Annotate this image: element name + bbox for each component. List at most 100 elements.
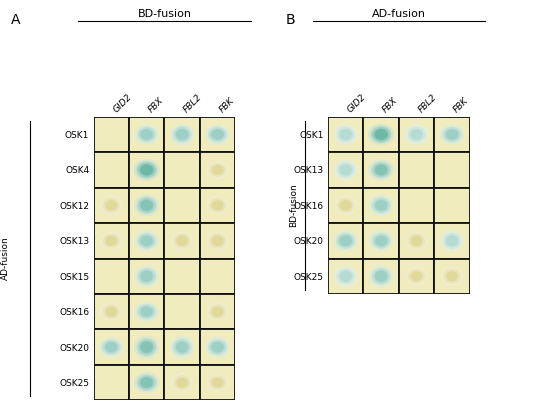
Ellipse shape xyxy=(173,375,191,390)
Ellipse shape xyxy=(215,309,220,314)
Ellipse shape xyxy=(379,133,383,136)
Ellipse shape xyxy=(136,266,158,286)
Bar xyxy=(200,152,236,188)
Ellipse shape xyxy=(144,133,149,136)
Ellipse shape xyxy=(379,239,383,243)
Ellipse shape xyxy=(136,267,157,285)
Ellipse shape xyxy=(216,310,219,313)
Ellipse shape xyxy=(178,379,186,386)
Ellipse shape xyxy=(337,269,355,284)
Ellipse shape xyxy=(376,272,386,281)
Ellipse shape xyxy=(211,130,224,139)
Ellipse shape xyxy=(176,235,189,246)
Ellipse shape xyxy=(377,202,385,209)
Ellipse shape xyxy=(410,271,423,281)
Ellipse shape xyxy=(138,163,155,177)
Bar xyxy=(328,259,363,294)
Ellipse shape xyxy=(340,200,352,211)
Ellipse shape xyxy=(217,134,219,135)
Ellipse shape xyxy=(134,160,160,180)
Ellipse shape xyxy=(139,269,155,284)
Ellipse shape xyxy=(210,234,226,248)
Ellipse shape xyxy=(342,202,349,208)
Ellipse shape xyxy=(374,235,388,247)
Ellipse shape xyxy=(137,198,156,213)
Ellipse shape xyxy=(380,133,382,136)
Ellipse shape xyxy=(335,231,357,250)
Ellipse shape xyxy=(142,344,151,351)
Bar xyxy=(164,152,200,188)
Ellipse shape xyxy=(441,231,463,250)
Ellipse shape xyxy=(212,166,223,174)
Ellipse shape xyxy=(412,273,421,280)
Ellipse shape xyxy=(136,161,157,178)
Ellipse shape xyxy=(416,276,418,277)
Ellipse shape xyxy=(406,232,426,250)
Ellipse shape xyxy=(335,267,356,286)
Ellipse shape xyxy=(143,380,150,385)
Ellipse shape xyxy=(334,160,357,180)
Text: A: A xyxy=(11,13,20,27)
Ellipse shape xyxy=(406,268,427,285)
Ellipse shape xyxy=(443,269,461,284)
Ellipse shape xyxy=(341,201,350,209)
Ellipse shape xyxy=(414,274,419,279)
Ellipse shape xyxy=(445,270,459,282)
Ellipse shape xyxy=(406,126,427,143)
Ellipse shape xyxy=(212,307,223,317)
Bar xyxy=(363,117,399,152)
Ellipse shape xyxy=(178,344,186,351)
Ellipse shape xyxy=(181,382,183,383)
Ellipse shape xyxy=(144,345,149,349)
Ellipse shape xyxy=(336,196,356,214)
Ellipse shape xyxy=(135,231,158,251)
Ellipse shape xyxy=(345,275,347,277)
Ellipse shape xyxy=(173,127,191,142)
Bar xyxy=(93,152,129,188)
Ellipse shape xyxy=(101,196,121,214)
Ellipse shape xyxy=(445,129,459,140)
Ellipse shape xyxy=(141,130,153,139)
Ellipse shape xyxy=(405,125,429,144)
Ellipse shape xyxy=(215,345,220,349)
Ellipse shape xyxy=(413,238,420,244)
Ellipse shape xyxy=(451,276,453,277)
Ellipse shape xyxy=(104,235,119,247)
Ellipse shape xyxy=(451,240,453,242)
Ellipse shape xyxy=(141,236,153,246)
Ellipse shape xyxy=(214,238,221,244)
Ellipse shape xyxy=(140,306,154,317)
Ellipse shape xyxy=(146,311,148,312)
Ellipse shape xyxy=(206,126,229,143)
Ellipse shape xyxy=(337,234,354,248)
Ellipse shape xyxy=(209,304,226,319)
Ellipse shape xyxy=(372,162,390,178)
Ellipse shape xyxy=(379,168,383,172)
Ellipse shape xyxy=(144,168,149,172)
Ellipse shape xyxy=(380,275,382,277)
Ellipse shape xyxy=(373,269,389,284)
Ellipse shape xyxy=(216,239,219,242)
Ellipse shape xyxy=(369,266,393,287)
Ellipse shape xyxy=(448,237,456,244)
Ellipse shape xyxy=(415,239,418,242)
Ellipse shape xyxy=(210,234,225,247)
Ellipse shape xyxy=(371,267,391,285)
Ellipse shape xyxy=(175,377,189,389)
Ellipse shape xyxy=(101,303,121,320)
Ellipse shape xyxy=(140,199,154,211)
Ellipse shape xyxy=(146,134,148,135)
Ellipse shape xyxy=(142,342,152,352)
Ellipse shape xyxy=(136,231,158,250)
Ellipse shape xyxy=(213,166,222,173)
Ellipse shape xyxy=(181,133,183,136)
Ellipse shape xyxy=(208,197,227,214)
Bar xyxy=(164,365,200,400)
Ellipse shape xyxy=(407,126,426,143)
Ellipse shape xyxy=(205,337,230,357)
Ellipse shape xyxy=(209,163,226,177)
Text: B: B xyxy=(286,13,295,27)
Ellipse shape xyxy=(180,133,184,136)
Ellipse shape xyxy=(444,269,460,283)
Ellipse shape xyxy=(140,377,154,389)
